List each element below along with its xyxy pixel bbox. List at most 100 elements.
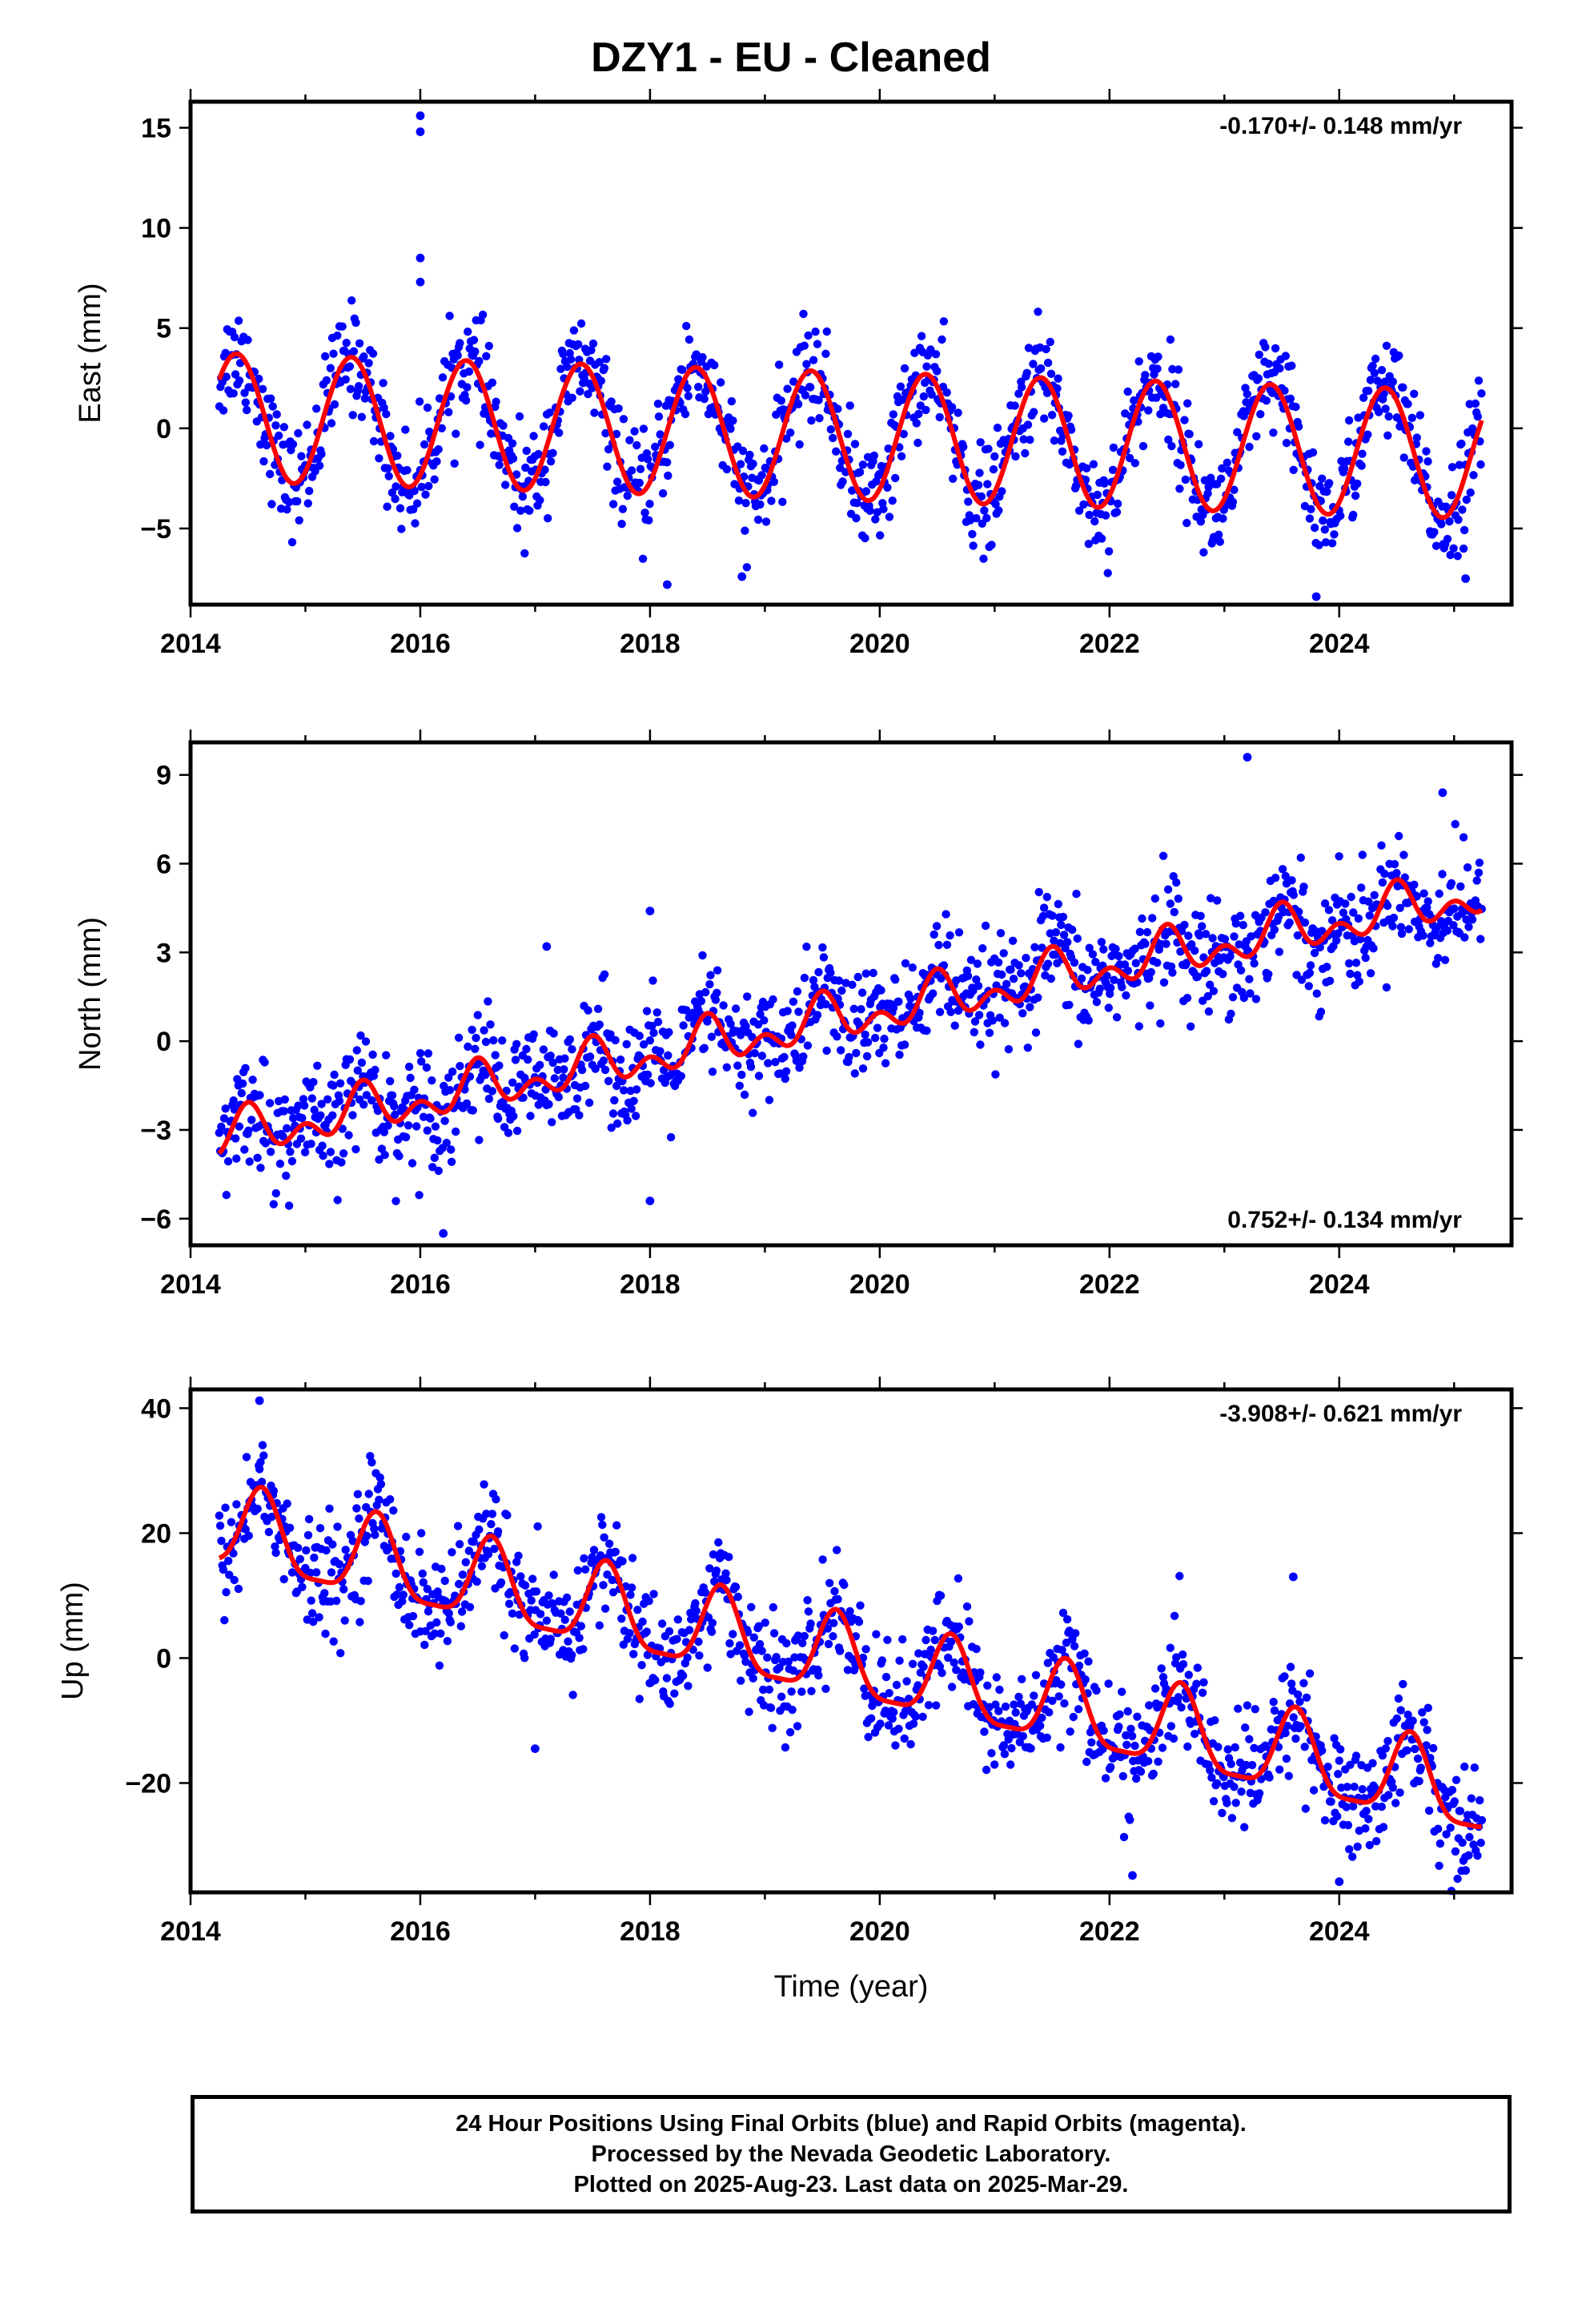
data-point bbox=[1460, 933, 1469, 942]
data-point bbox=[1043, 959, 1053, 968]
y-axis-label: East (mm) bbox=[74, 283, 107, 423]
data-point bbox=[387, 489, 397, 497]
data-point bbox=[1230, 1783, 1239, 1791]
data-point bbox=[722, 464, 732, 474]
data-point bbox=[444, 1073, 453, 1082]
data-point bbox=[1237, 1787, 1246, 1796]
data-point bbox=[1410, 389, 1419, 398]
data-point bbox=[777, 396, 785, 405]
data-point bbox=[423, 1126, 432, 1135]
data-point bbox=[1415, 411, 1425, 420]
data-point bbox=[745, 1707, 753, 1716]
data-point bbox=[1446, 550, 1455, 560]
data-point bbox=[311, 467, 319, 476]
data-point bbox=[287, 1568, 297, 1577]
data-point bbox=[1463, 863, 1472, 872]
data-point bbox=[1219, 514, 1227, 523]
data-point bbox=[1250, 1743, 1259, 1752]
rate-annotation: -3.908+/- 0.621 mm/yr bbox=[1219, 1401, 1462, 1427]
data-point bbox=[932, 922, 942, 931]
data-point bbox=[422, 1063, 432, 1072]
data-point bbox=[838, 477, 847, 486]
data-point bbox=[821, 349, 830, 358]
data-point bbox=[1043, 1659, 1053, 1667]
data-point bbox=[1262, 396, 1271, 405]
data-point bbox=[279, 1132, 287, 1141]
data-point bbox=[741, 526, 749, 535]
data-point bbox=[283, 1499, 291, 1508]
data-point bbox=[1206, 980, 1215, 989]
data-point bbox=[548, 448, 557, 457]
data-point bbox=[1294, 422, 1303, 431]
data-point bbox=[759, 1685, 768, 1695]
data-point bbox=[533, 1522, 542, 1531]
data-point bbox=[522, 1044, 531, 1054]
data-point bbox=[1419, 1718, 1428, 1727]
data-point bbox=[1372, 1836, 1381, 1846]
data-point bbox=[242, 1453, 251, 1462]
data-point bbox=[807, 1687, 816, 1695]
data-point bbox=[1130, 944, 1139, 953]
data-point bbox=[611, 1035, 620, 1045]
data-point bbox=[1227, 1009, 1235, 1019]
data-point bbox=[845, 1052, 853, 1062]
data-point bbox=[1296, 1722, 1305, 1731]
data-point bbox=[560, 1065, 568, 1074]
data-point bbox=[576, 387, 584, 396]
data-point bbox=[258, 1441, 267, 1449]
data-point bbox=[399, 1590, 408, 1599]
data-point bbox=[803, 1596, 812, 1605]
data-point bbox=[1058, 912, 1068, 922]
data-point bbox=[355, 339, 364, 348]
data-point bbox=[1284, 1771, 1294, 1780]
data-point bbox=[1323, 963, 1331, 971]
data-point bbox=[518, 492, 528, 501]
data-point bbox=[482, 352, 491, 360]
data-point bbox=[1158, 851, 1168, 861]
data-point bbox=[1241, 1723, 1250, 1732]
up-panel-frame bbox=[188, 1387, 1514, 1895]
data-point bbox=[1320, 1815, 1330, 1825]
data-point bbox=[651, 442, 660, 452]
y-axis-label: Up (mm) bbox=[56, 1582, 90, 1700]
data-point bbox=[707, 1627, 717, 1636]
data-point bbox=[726, 424, 735, 433]
data-point bbox=[243, 405, 251, 415]
data-point bbox=[712, 1566, 721, 1575]
data-point bbox=[630, 427, 639, 436]
data-point bbox=[1389, 913, 1399, 923]
data-point bbox=[255, 1465, 264, 1474]
data-point bbox=[401, 425, 410, 434]
data-point bbox=[1010, 1700, 1018, 1709]
data-point bbox=[1215, 537, 1225, 546]
data-point bbox=[223, 1157, 233, 1166]
data-point bbox=[1123, 967, 1133, 975]
data-point bbox=[1476, 1839, 1485, 1848]
data-point bbox=[1123, 387, 1132, 396]
data-point bbox=[231, 370, 240, 379]
data-point bbox=[580, 1081, 590, 1091]
data-point bbox=[881, 1059, 890, 1068]
data-point bbox=[1202, 967, 1211, 975]
data-point bbox=[1231, 1743, 1239, 1752]
data-point bbox=[442, 1139, 451, 1148]
outlier-point bbox=[645, 907, 655, 915]
data-point bbox=[508, 1609, 517, 1618]
data-point bbox=[1256, 410, 1265, 419]
data-point bbox=[241, 398, 250, 407]
data-point bbox=[1413, 1754, 1423, 1763]
data-point bbox=[269, 1200, 278, 1208]
data-point bbox=[222, 1588, 231, 1597]
data-point bbox=[599, 1581, 608, 1590]
data-point bbox=[1002, 979, 1011, 989]
x-tick-label: 2016 bbox=[390, 1916, 451, 1947]
data-point bbox=[1042, 344, 1050, 354]
data-point bbox=[1213, 1779, 1222, 1788]
data-point bbox=[826, 968, 835, 978]
data-point bbox=[649, 1028, 658, 1038]
data-point bbox=[949, 474, 958, 483]
data-point bbox=[279, 1574, 288, 1584]
data-point bbox=[1195, 440, 1203, 448]
data-point bbox=[504, 1128, 513, 1137]
